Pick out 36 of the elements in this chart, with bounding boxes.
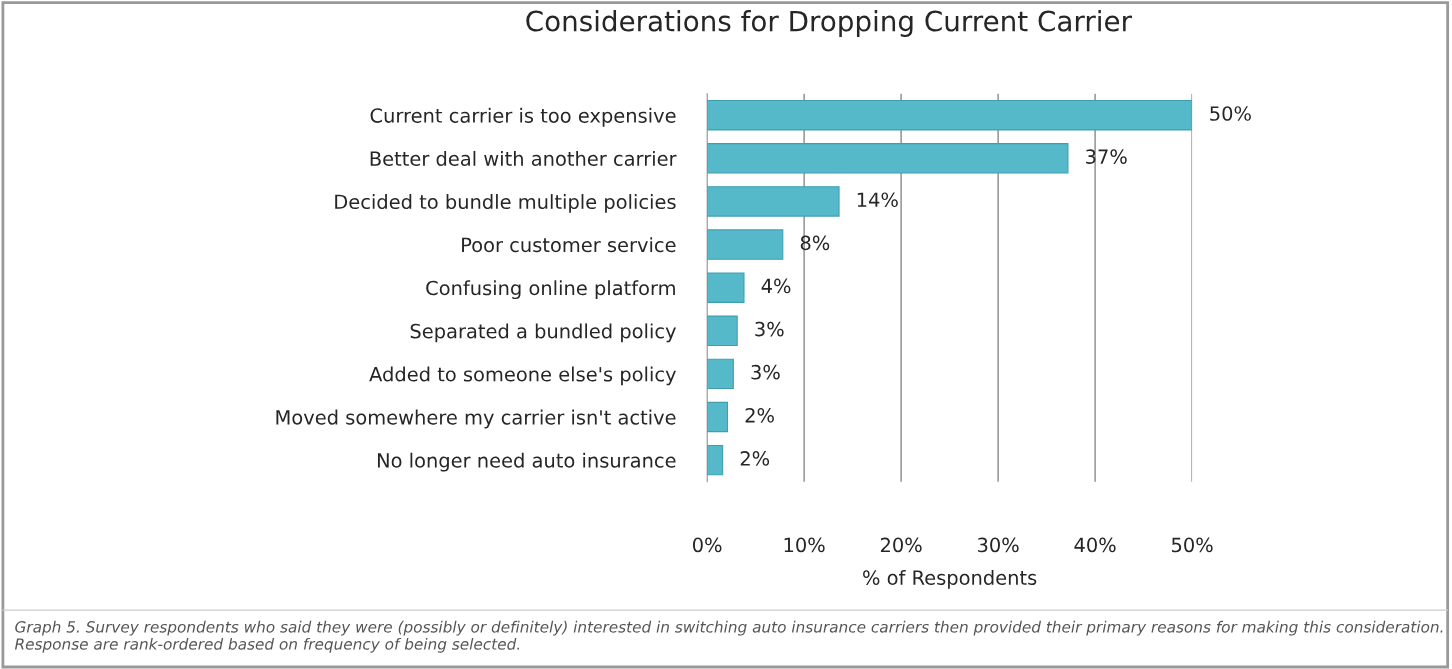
x-tick-label: 30% bbox=[977, 537, 1019, 553]
bar bbox=[707, 143, 1069, 174]
bar bbox=[707, 100, 1193, 131]
data-label: 37% bbox=[1086, 149, 1127, 164]
y-tick-label: Moved somewhere my carrier isn't active bbox=[276, 409, 676, 429]
bar bbox=[707, 186, 840, 217]
x-tick-label: 0% bbox=[692, 537, 722, 553]
data-label: 8% bbox=[800, 235, 830, 251]
chart-title: Considerations for Dropping Current Carrier bbox=[526, 10, 1132, 37]
y-tick-label: Poor customer service bbox=[462, 237, 676, 253]
data-label: 3% bbox=[751, 364, 780, 380]
bar bbox=[707, 358, 734, 390]
data-label: 4% bbox=[761, 278, 791, 294]
bar bbox=[707, 444, 724, 476]
data-label: 50% bbox=[1210, 106, 1251, 121]
caption: Graph 5. Survey respondents who said they were (possibly or definitely) interested in switching auto insurance carriers then provided their primary reasons for making this consideration. Response are rank-ordered based on frequency of being selected. bbox=[14, 620, 1443, 653]
x-axis-title: % of Respondents bbox=[863, 569, 1037, 589]
data-label: 2% bbox=[740, 451, 770, 466]
x-tick-label: 20% bbox=[880, 537, 922, 553]
y-tick-label: Added to someone else's policy bbox=[369, 366, 676, 386]
data-label: 3% bbox=[755, 321, 784, 337]
y-tick-label: Confusing online platform bbox=[426, 280, 675, 300]
bar bbox=[707, 315, 738, 346]
x-tick-label: 10% bbox=[784, 537, 825, 553]
bar bbox=[707, 401, 729, 433]
y-tick-label: Current carrier is too expensive bbox=[370, 107, 676, 127]
x-tick-label: 40% bbox=[1074, 537, 1116, 553]
y-tick-label: Decided to bundle multiple policies bbox=[335, 194, 676, 213]
bar bbox=[707, 272, 745, 303]
bar bbox=[707, 229, 784, 260]
data-label: 2% bbox=[745, 407, 774, 423]
y-tick-label: Separated a bundled policy bbox=[410, 323, 676, 343]
y-tick-label: Better deal with another carrier bbox=[370, 150, 677, 166]
data-label: 14% bbox=[857, 192, 898, 208]
y-tick-label: No longer need auto insurance bbox=[377, 452, 676, 472]
x-tick-label: 50% bbox=[1171, 537, 1213, 553]
